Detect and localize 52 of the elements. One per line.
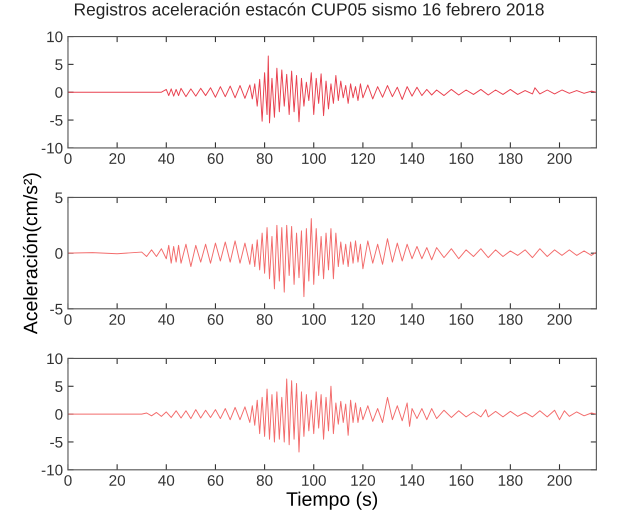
- x-tick-label: 200: [548, 475, 572, 486]
- x-tick-label: 80: [256, 475, 272, 486]
- x-tick-label: 200: [548, 314, 572, 325]
- x-tick-label: 40: [158, 314, 174, 325]
- x-tick-label: 0: [64, 314, 72, 325]
- x-tick-label: 20: [109, 153, 126, 164]
- x-tick-label: 40: [158, 475, 174, 486]
- x-tick-label: 20: [109, 314, 126, 325]
- x-tick-label: 100: [302, 475, 326, 486]
- x-tick-label: 160: [450, 153, 474, 164]
- line-series: [68, 56, 596, 124]
- x-tick-label: 40: [158, 153, 174, 164]
- x-tick-label: 180: [498, 153, 522, 164]
- y-tick-label: 0: [55, 408, 63, 420]
- chart-title: Registros aceleración estacón CUP05 sismo 16 febrero 2018: [74, 2, 544, 19]
- y-tick-label: 5: [55, 59, 62, 70]
- x-tick-label: 140: [400, 475, 424, 486]
- x-tick-label: 80: [256, 314, 272, 325]
- x-tick-label: 140: [400, 314, 424, 325]
- y-axis-title: Aceleración(cm/s²): [22, 173, 42, 334]
- x-tick-label: 80: [256, 153, 272, 164]
- y-tick-label: 0: [55, 87, 63, 98]
- x-tick-label: 180: [498, 314, 522, 325]
- line-series: [68, 378, 596, 452]
- x-tick-label: 120: [351, 314, 376, 325]
- x-tick-label: 0: [64, 153, 72, 164]
- y-tick-label: -10: [42, 142, 63, 154]
- x-tick-label: 200: [548, 153, 572, 164]
- x-tick-label: 0: [64, 475, 72, 486]
- y-tick-label: -5: [50, 115, 62, 126]
- y-tick-label: -10: [42, 464, 63, 476]
- x-tick-label: 160: [450, 314, 474, 325]
- x-tick-label: 120: [351, 475, 376, 486]
- y-tick-label: 0: [55, 248, 63, 259]
- y-tick-label: 5: [55, 192, 62, 204]
- x-tick-label: 60: [208, 153, 224, 164]
- x-tick-label: 100: [302, 153, 326, 164]
- x-tick-label: 160: [450, 475, 474, 486]
- x-tick-label: 140: [400, 153, 424, 164]
- x-tick-label: 180: [498, 475, 522, 486]
- y-tick-label: -5: [50, 436, 62, 448]
- line-series: [68, 218, 596, 298]
- x-axis-title: Tiempo (s): [286, 492, 378, 510]
- x-tick-label: 20: [109, 475, 126, 486]
- x-tick-label: 60: [208, 475, 224, 486]
- y-tick-label: 10: [47, 353, 63, 364]
- y-tick-label: 5: [55, 381, 62, 392]
- x-tick-label: 100: [302, 314, 326, 325]
- y-tick-label: 10: [47, 31, 63, 42]
- x-tick-label: 120: [351, 153, 376, 164]
- x-tick-label: 60: [208, 314, 224, 325]
- y-tick-label: -5: [50, 304, 62, 315]
